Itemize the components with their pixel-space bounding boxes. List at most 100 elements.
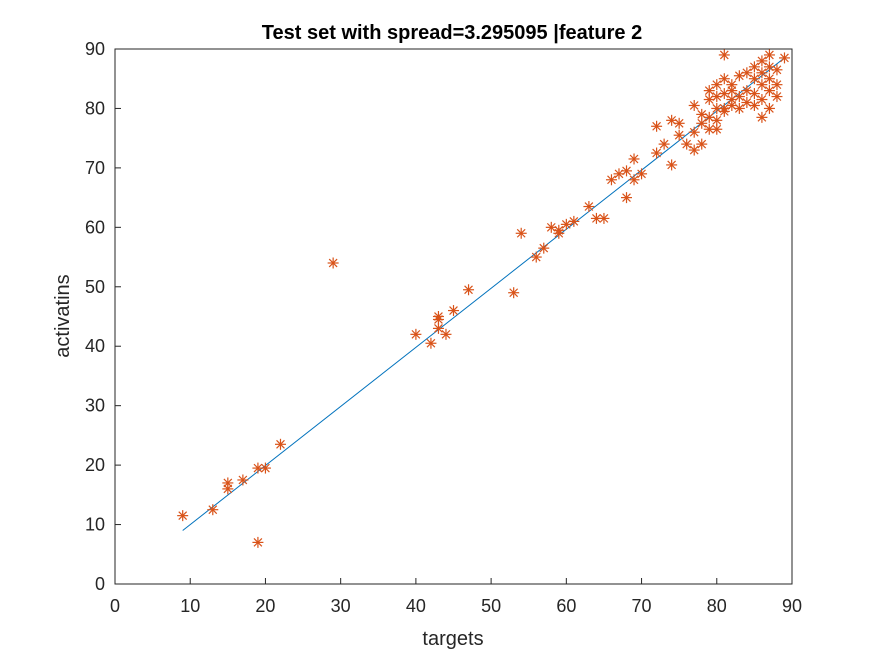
data-point: [425, 337, 437, 349]
data-point: [440, 328, 452, 340]
y-tick-label-5: 50: [85, 277, 105, 297]
data-point: [741, 67, 753, 79]
data-point: [621, 165, 633, 177]
x-tick-label-1: 10: [180, 596, 200, 616]
data-point: [763, 102, 775, 114]
data-point: [515, 227, 527, 239]
data-point: [763, 49, 775, 61]
data-point: [696, 117, 708, 129]
data-point: [733, 91, 745, 103]
data-point: [688, 126, 700, 138]
data-point: [771, 79, 783, 91]
data-point: [748, 73, 760, 85]
data-point: [756, 79, 768, 91]
data-point: [274, 438, 286, 450]
y-tick-label-7: 70: [85, 158, 105, 178]
data-point: [628, 153, 640, 165]
data-point: [733, 102, 745, 114]
axes-box: [114, 48, 793, 585]
fit-line-group: [182, 57, 785, 531]
data-point: [463, 284, 475, 296]
data-point: [748, 88, 760, 100]
data-points: [177, 49, 790, 548]
data-point: [748, 61, 760, 73]
y-tick-label-4: 40: [85, 336, 105, 356]
fit-line: [182, 57, 785, 531]
x-axis-label: targets: [422, 628, 483, 650]
chart-title: Test set with spread=3.295095 |feature 2: [262, 22, 642, 44]
data-point: [583, 201, 595, 213]
data-point: [778, 52, 790, 64]
x-tick-label-5: 50: [481, 596, 501, 616]
y-tick-label-9: 90: [85, 39, 105, 59]
y-tick-label-2: 20: [85, 455, 105, 475]
data-point: [432, 322, 444, 334]
data-point: [756, 67, 768, 79]
data-point: [696, 138, 708, 150]
data-point: [651, 147, 663, 159]
data-point: [621, 192, 633, 204]
y-tick-label-6: 60: [85, 217, 105, 237]
data-point: [636, 168, 648, 180]
y-tick-label-3: 30: [85, 396, 105, 416]
data-point: [538, 242, 550, 254]
data-point: [756, 55, 768, 67]
data-point: [756, 94, 768, 106]
data-point: [771, 64, 783, 76]
data-point: [688, 99, 700, 111]
data-point: [681, 138, 693, 150]
data-point: [237, 474, 249, 486]
data-point: [177, 510, 189, 522]
data-point: [756, 111, 768, 123]
data-point: [252, 536, 264, 548]
data-point: [763, 73, 775, 85]
y-tick-label-1: 10: [85, 515, 105, 535]
data-point: [666, 159, 678, 171]
data-point: [252, 462, 264, 474]
data-point: [651, 120, 663, 132]
plot-frame: [114, 48, 793, 585]
data-point: [628, 174, 640, 186]
x-tick-label-2: 20: [255, 596, 275, 616]
data-point: [207, 504, 219, 516]
data-point: [771, 91, 783, 103]
data-point: [673, 129, 685, 141]
data-point: [658, 138, 670, 150]
data-point: [553, 227, 565, 239]
y-axis-label: activatins: [52, 274, 74, 357]
data-point: [688, 144, 700, 156]
x-ticks: 0 10 20 30 40 50 60 70 80 90: [110, 578, 802, 616]
data-point: [763, 85, 775, 97]
x-tick-label-3: 30: [331, 596, 351, 616]
data-point: [726, 99, 738, 111]
x-tick-label-0: 0: [110, 596, 120, 616]
x-tick-label-7: 70: [632, 596, 652, 616]
data-point: [508, 287, 520, 299]
data-point: [448, 305, 459, 317]
data-point: [703, 85, 715, 97]
data-point: [718, 73, 730, 85]
data-point: [410, 328, 422, 340]
data-point: [598, 212, 610, 224]
data-point: [530, 251, 542, 263]
x-tick-label-8: 80: [707, 596, 727, 616]
data-point: [568, 215, 580, 227]
data-point: [327, 257, 339, 269]
data-point: [432, 311, 444, 322]
x-tick-label-6: 60: [556, 596, 576, 616]
y-ticks: 0 10 20 30 40 50 60 70 80 90: [85, 39, 121, 594]
data-point: [711, 79, 723, 91]
data-point: [748, 99, 760, 111]
data-point: [560, 218, 572, 230]
x-tick-label-9: 90: [782, 596, 802, 616]
data-point: [259, 462, 271, 474]
data-point: [673, 117, 685, 129]
x-tick-label-4: 40: [406, 596, 426, 616]
y-tick-label-0: 0: [95, 574, 105, 594]
data-point: [726, 85, 738, 97]
data-point: [718, 105, 730, 117]
data-point: [605, 174, 617, 186]
data-point: [222, 477, 234, 489]
data-point: [718, 49, 730, 61]
